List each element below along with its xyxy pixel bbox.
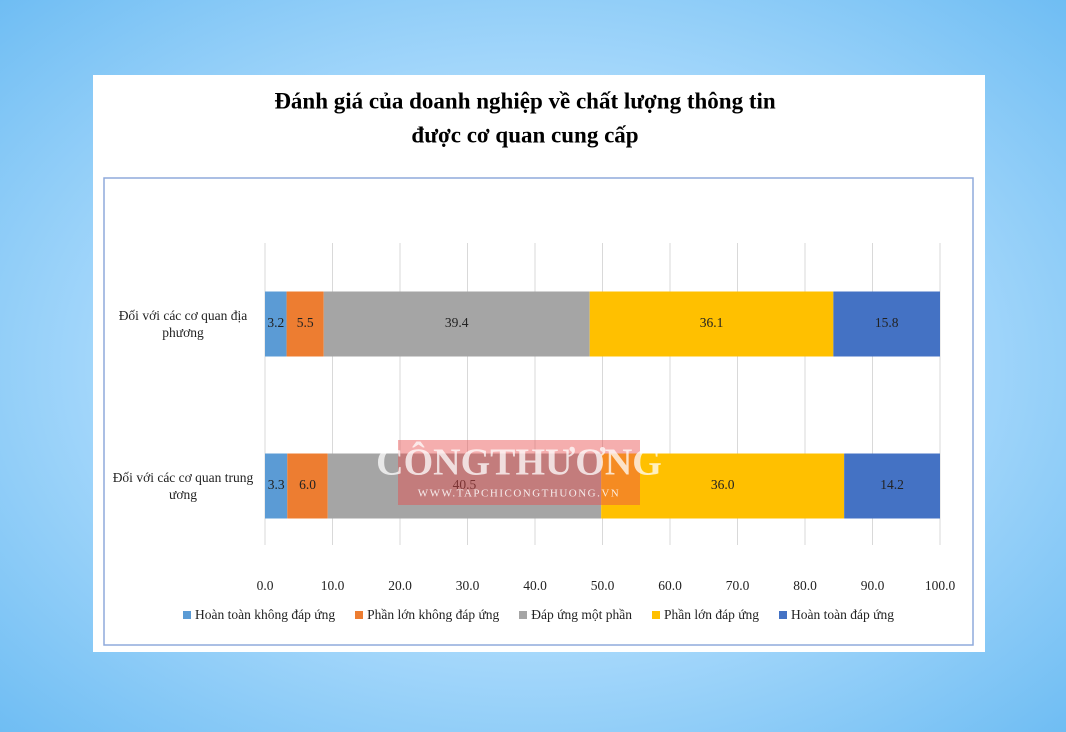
x-tick-label: 30.0 (456, 578, 480, 593)
bar-segment (265, 291, 287, 357)
x-tick-label: 0.0 (257, 578, 274, 593)
chart-title: Đánh giá của doanh nghiệp về chất lượng … (274, 88, 776, 113)
x-tick-label: 70.0 (726, 578, 750, 593)
x-tick-label: 100.0 (925, 578, 956, 593)
legend-swatch (355, 611, 364, 619)
x-tick-label: 90.0 (861, 578, 885, 593)
data-label: 3.2 (267, 315, 284, 330)
legend-label: Hoàn toàn đáp ứng (791, 607, 894, 622)
data-label: 3.3 (268, 477, 285, 492)
legend-item: Đáp ứng một phần (519, 607, 632, 623)
bar-segment (844, 453, 940, 519)
bar-segment (286, 291, 324, 357)
category-label: Đối với các cơ quan trung ương (112, 470, 254, 502)
data-label: 15.8 (875, 315, 899, 330)
legend-item: Hoàn toàn đáp ứng (779, 607, 894, 623)
bar-segment (323, 291, 590, 357)
legend-swatch (183, 611, 192, 619)
x-tick-label: 80.0 (793, 578, 817, 593)
data-label: 39.4 (445, 315, 469, 330)
legend-label: Phần lớn đáp ứng (663, 607, 760, 622)
legend-item: Phần lớn đáp ứng (651, 607, 760, 623)
data-label: 14.2 (880, 477, 904, 492)
watermark: WWW.TAPCHICONGTHUONG.VN (418, 488, 620, 500)
x-tick-label: 60.0 (658, 578, 682, 593)
category-label: Đối với các cơ quan địa phương (118, 308, 248, 340)
data-label: 36.0 (711, 477, 735, 492)
bar-segment (589, 291, 834, 357)
legend: Hoàn toàn không đáp ứng Phần lớn không đá… (104, 607, 973, 623)
watermark-box (398, 440, 640, 505)
legend-item: Phần lớn không đáp ứng (355, 607, 499, 623)
legend-swatch (651, 611, 660, 619)
legend-label: Đáp ứng một phần (531, 607, 632, 622)
legend-label: Hoàn toàn không đáp ứng (195, 607, 336, 622)
legend-label: Phần lớn không đáp ứng (367, 607, 500, 622)
data-label: 36.1 (700, 315, 724, 330)
x-tick-label: 10.0 (321, 578, 345, 593)
chart-frame (103, 177, 974, 646)
legend-item: Hoàn toàn không đáp ứng (183, 607, 335, 623)
bar-segment (265, 453, 288, 519)
bar-segment (833, 291, 940, 357)
bar-segment (327, 453, 602, 519)
legend-swatch (779, 611, 788, 619)
data-label: 40.5 (453, 477, 477, 492)
x-tick-label: 20.0 (388, 578, 412, 593)
x-tick-label: 40.0 (523, 578, 547, 593)
data-label: 5.5 (297, 315, 314, 330)
chart-title: được cơ quan cung cấp (411, 122, 638, 147)
watermark: CÔNGTHƯƠNG (376, 441, 662, 484)
data-label: 6.0 (299, 477, 316, 492)
x-tick-label: 50.0 (591, 578, 615, 593)
legend-swatch (519, 611, 528, 619)
bar-segment (601, 453, 845, 519)
bar-segment (287, 453, 328, 519)
